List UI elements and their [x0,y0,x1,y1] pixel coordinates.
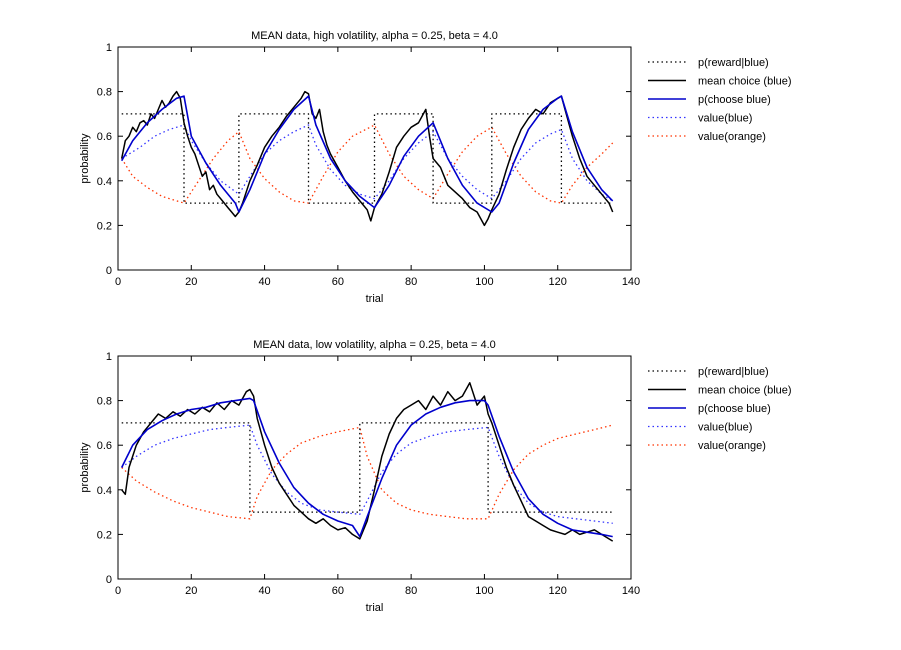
x-tick-label: 100 [475,276,493,288]
x-tick-label: 140 [622,585,640,597]
x-tick-label: 20 [185,585,197,597]
series-line-3 [120,397,613,538]
legend-label: p(choose blue) [698,403,771,415]
legend-label: value(orange) [698,131,766,143]
x-tick-label: 100 [475,585,493,597]
x-tick-label: 140 [622,276,640,288]
x-tick-label: 0 [115,276,121,288]
x-tick-label: 60 [332,276,344,288]
x-tick-label: 20 [185,276,197,288]
series-line-5 [121,424,613,520]
x-tick-label: 120 [549,276,567,288]
chart-title: MEAN data, low volatility, alpha = 0.25,… [253,339,496,351]
series-line-2 [120,90,614,227]
x-axis-label: trial [366,602,384,614]
plot-area [117,46,632,271]
legend-label: p(reward|blue) [698,57,769,69]
legend-label: value(blue) [698,113,752,125]
y-tick-label: 0 [106,265,112,277]
y-axis-label: probability [79,442,91,493]
y-tick-label: 0.8 [97,396,112,408]
series-line-3 [120,95,614,213]
y-tick-label: 0.8 [97,87,112,99]
x-axis-label: trial [366,293,384,305]
chart-1: MEAN data, high volatility, alpha = 0.25… [79,30,792,305]
x-tick-label: 80 [405,585,417,597]
plot-area [117,355,632,580]
legend-label: p(reward|blue) [698,366,769,378]
legend-label: mean choice (blue) [698,76,792,88]
x-tick-label: 80 [405,276,417,288]
y-axis-label: probability [79,133,91,184]
y-tick-label: 0.2 [97,220,112,232]
y-tick-label: 0.6 [97,131,112,143]
y-tick-label: 0 [106,574,112,586]
legend-label: value(blue) [698,422,752,434]
y-tick-label: 0.4 [97,485,112,497]
chart-2: MEAN data, low volatility, alpha = 0.25,… [79,339,792,614]
x-tick-label: 120 [549,585,567,597]
legend-label: p(choose blue) [698,94,771,106]
x-tick-label: 60 [332,585,344,597]
x-tick-label: 40 [258,585,270,597]
x-tick-label: 0 [115,585,121,597]
y-tick-label: 0.4 [97,176,112,188]
y-tick-label: 0.2 [97,529,112,541]
chart-title: MEAN data, high volatility, alpha = 0.25… [251,30,498,42]
legend-label: mean choice (blue) [698,385,792,397]
y-tick-label: 1 [106,42,112,54]
legend-label: value(orange) [698,440,766,452]
y-tick-label: 0.6 [97,440,112,452]
y-tick-label: 1 [106,351,112,363]
x-tick-label: 40 [258,276,270,288]
